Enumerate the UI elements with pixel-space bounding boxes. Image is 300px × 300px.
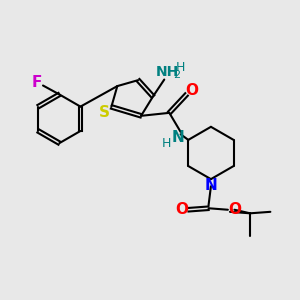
Text: H: H [176, 61, 185, 74]
Text: NH: NH [156, 65, 179, 79]
Text: N: N [205, 178, 217, 193]
Text: N: N [171, 130, 184, 145]
Text: O: O [185, 83, 198, 98]
Text: O: O [228, 202, 241, 217]
Text: F: F [31, 75, 42, 90]
Text: O: O [175, 202, 188, 217]
Text: H: H [162, 137, 171, 150]
Text: 2: 2 [173, 70, 180, 80]
Text: S: S [99, 105, 110, 120]
